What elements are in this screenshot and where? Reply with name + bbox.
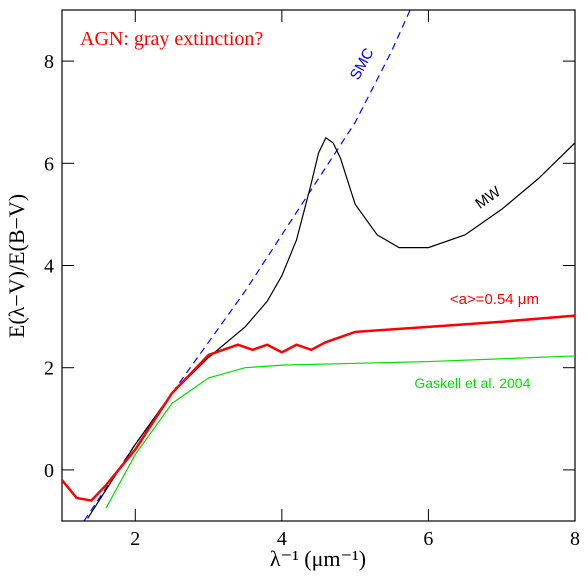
y-tick-label: 4: [44, 256, 54, 278]
x-axis-label: λ⁻¹ (μm⁻¹): [270, 546, 366, 571]
y-tick-label: 0: [44, 460, 54, 482]
series-line: [87, 136, 575, 519]
series-label: SMC: [347, 45, 378, 83]
series-line: [62, 314, 575, 502]
series-label: <a>=0.54 μm: [450, 291, 539, 308]
x-tick-label: 8: [570, 528, 580, 550]
y-tick-label: 6: [44, 153, 54, 175]
x-tick-label: 2: [130, 528, 140, 550]
y-axis-label: E(λ−V)/E(B−V): [4, 194, 29, 338]
annotation: AGN: gray extinction?: [80, 28, 263, 50]
series-label: Gaskell et al. 2004: [414, 375, 530, 391]
x-tick-label: 4: [277, 528, 287, 550]
series-line: [105, 355, 575, 509]
y-tick-label: 8: [44, 51, 54, 73]
series-label: MW: [472, 183, 504, 213]
y-tick-label: 2: [44, 358, 54, 380]
x-tick-label: 6: [423, 528, 433, 550]
series-line: [83, 10, 411, 521]
